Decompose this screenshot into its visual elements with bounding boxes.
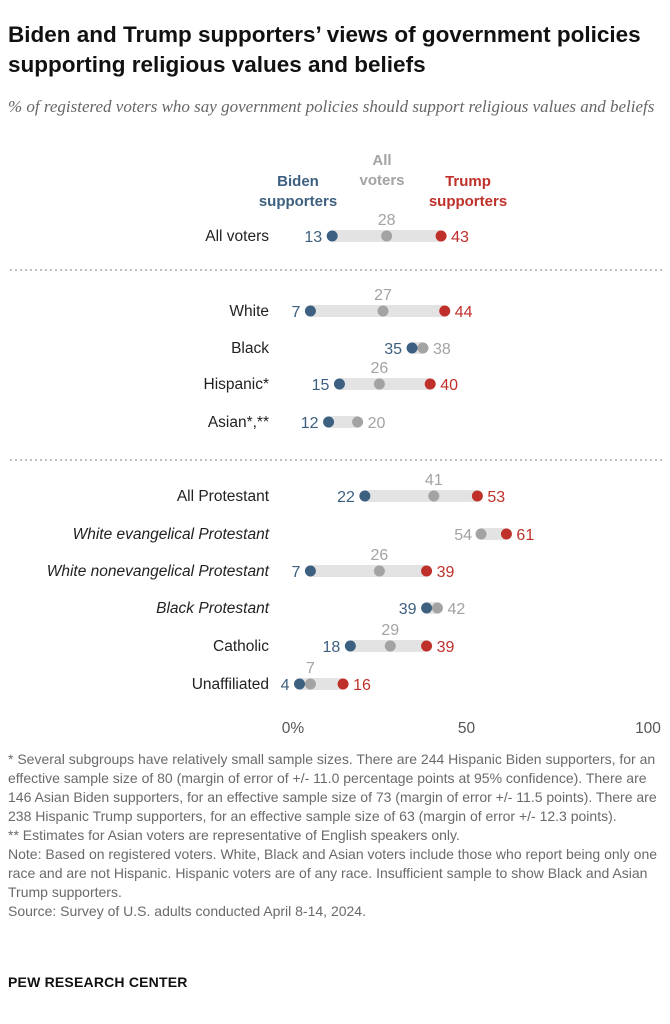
dot-trump bbox=[421, 565, 433, 577]
value-label-trump: 43 bbox=[451, 229, 469, 246]
row-label: White nonevangelical Protestant bbox=[47, 563, 270, 580]
range-track bbox=[323, 416, 363, 428]
row-label: All voters bbox=[205, 228, 269, 245]
dot-biden bbox=[294, 678, 306, 690]
legend-trump-label: Trump bbox=[445, 173, 491, 190]
dot-all bbox=[384, 640, 396, 652]
value-label-trump: 39 bbox=[437, 564, 455, 581]
dot-trump bbox=[435, 230, 447, 242]
note-source: Source: Survey of U.S. adults conducted … bbox=[8, 903, 366, 919]
chart-title: Biden and Trump supporters’ views of gov… bbox=[8, 22, 641, 77]
value-label-biden: 18 bbox=[323, 639, 341, 656]
dot-all bbox=[417, 342, 429, 354]
row-label: Catholic bbox=[213, 638, 269, 655]
value-label-biden: 7 bbox=[292, 564, 301, 581]
value-label-all: 28 bbox=[378, 212, 396, 229]
note-asian-voters: ** Estimates for Asian voters are repres… bbox=[8, 827, 460, 843]
dot-all bbox=[304, 678, 316, 690]
value-label-trump: 40 bbox=[440, 377, 458, 394]
dot-all bbox=[373, 565, 385, 577]
value-label-all: 7 bbox=[306, 660, 315, 677]
dot-trump bbox=[439, 305, 451, 317]
row-label: Black Protestant bbox=[156, 600, 270, 617]
value-label-trump: 16 bbox=[353, 677, 371, 694]
row-label: Asian*,** bbox=[208, 414, 269, 431]
value-label-all: 54 bbox=[454, 527, 472, 544]
value-label-all: 20 bbox=[368, 415, 386, 432]
row-label: Hispanic* bbox=[204, 376, 269, 393]
value-label-biden: 4 bbox=[281, 677, 290, 694]
chart-notes: * Several subgroups have relatively smal… bbox=[8, 750, 663, 921]
dot-biden bbox=[333, 378, 345, 390]
value-label-trump: 44 bbox=[455, 304, 473, 321]
range-track bbox=[305, 565, 432, 577]
dot-biden bbox=[344, 640, 356, 652]
row-label: Black bbox=[231, 340, 269, 357]
value-label-all: 26 bbox=[370, 360, 388, 377]
value-label-biden: 22 bbox=[337, 489, 355, 506]
row-label: White evangelical Protestant bbox=[73, 526, 270, 543]
dot-trump bbox=[337, 678, 349, 690]
range-track bbox=[359, 490, 483, 502]
axis-tick-label: 0% bbox=[282, 720, 305, 737]
dot-trump bbox=[500, 528, 512, 540]
dot-all bbox=[377, 305, 389, 317]
legend-biden-label: supporters bbox=[259, 193, 337, 210]
dot-biden bbox=[304, 305, 316, 317]
note-methodology: Note: Based on registered voters. White,… bbox=[8, 846, 658, 900]
value-label-all: 41 bbox=[425, 472, 443, 489]
dot-biden bbox=[359, 490, 371, 502]
value-label-biden: 7 bbox=[292, 304, 301, 321]
dot-all bbox=[475, 528, 487, 540]
row-label: All Protestant bbox=[177, 488, 270, 505]
dot-biden bbox=[323, 416, 335, 428]
value-label-trump: 61 bbox=[516, 527, 534, 544]
value-label-biden: 35 bbox=[384, 341, 402, 358]
axis-tick-label: 100 bbox=[635, 720, 661, 737]
dot-trump bbox=[421, 640, 433, 652]
value-label-all: 42 bbox=[447, 601, 465, 618]
legend-all-label: voters bbox=[359, 172, 404, 189]
value-label-biden: 39 bbox=[399, 601, 417, 618]
legend-all-label: All bbox=[372, 152, 391, 169]
value-label-trump: 53 bbox=[487, 489, 505, 506]
dot-biden bbox=[304, 565, 316, 577]
dot-all bbox=[352, 416, 364, 428]
value-label-all: 29 bbox=[381, 622, 399, 639]
value-label-biden: 12 bbox=[301, 415, 319, 432]
chart-subtitle: % of registered voters who say governmen… bbox=[8, 97, 655, 116]
value-label-all: 26 bbox=[370, 547, 388, 564]
dot-plot: Biden supporters All voters Trump supporters A… bbox=[10, 152, 662, 737]
value-label-trump: 39 bbox=[437, 639, 455, 656]
dot-all bbox=[373, 378, 385, 390]
row-label: Unaffiliated bbox=[192, 676, 269, 693]
value-label-all: 27 bbox=[374, 287, 392, 304]
legend-trump-label: supporters bbox=[429, 193, 507, 210]
dot-all bbox=[431, 602, 443, 614]
dot-biden bbox=[406, 342, 418, 354]
axis-tick-label: 50 bbox=[458, 720, 476, 737]
value-label-biden: 15 bbox=[312, 377, 330, 394]
legend-biden-label: Biden bbox=[277, 173, 319, 190]
dot-trump bbox=[424, 378, 436, 390]
dot-all bbox=[381, 230, 393, 242]
row-label: White bbox=[229, 303, 269, 320]
value-label-biden: 13 bbox=[304, 229, 322, 246]
dot-trump bbox=[471, 490, 483, 502]
dot-biden bbox=[421, 602, 433, 614]
pew-logo-text: PEW RESEARCH CENTER bbox=[8, 974, 188, 990]
note-small-samples: * Several subgroups have relatively smal… bbox=[8, 751, 657, 824]
value-label-all: 38 bbox=[433, 341, 451, 358]
dot-all bbox=[428, 490, 440, 502]
dot-biden bbox=[326, 230, 338, 242]
